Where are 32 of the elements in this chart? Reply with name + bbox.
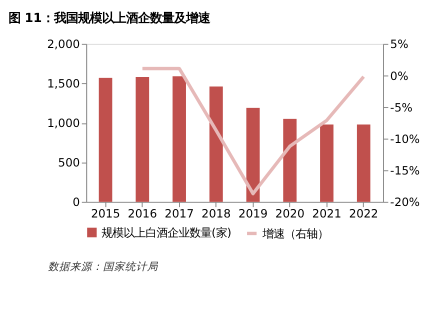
bar bbox=[98, 78, 112, 202]
bar bbox=[320, 124, 334, 202]
y2-tick-label: -20% bbox=[390, 195, 420, 210]
x-tick-label: 2021 bbox=[312, 206, 342, 221]
y2-tick-label: 0% bbox=[390, 68, 408, 83]
bar bbox=[209, 86, 223, 202]
y-tick-label: 2,000 bbox=[47, 37, 80, 52]
bar bbox=[246, 108, 260, 202]
legend-label: 增速（右轴） bbox=[261, 226, 328, 240]
y2-tick-label: 5% bbox=[390, 37, 408, 52]
y2-tick-label: -10% bbox=[390, 132, 420, 146]
x-tick-label: 2019 bbox=[238, 206, 268, 221]
chart-title: 图 11：我国规模以上酒企数量及增速 bbox=[8, 10, 211, 25]
y-tick-label: 500 bbox=[58, 156, 80, 170]
y-tick-label: 1,000 bbox=[47, 116, 80, 130]
y2-tick-label: -5% bbox=[390, 100, 413, 114]
source-note: 数据来源：国家统计局 bbox=[48, 260, 159, 273]
line-series bbox=[140, 66, 366, 196]
x-tick-label: 2022 bbox=[349, 206, 378, 221]
bar bbox=[356, 124, 370, 202]
bar bbox=[172, 76, 186, 202]
x-tick-label: 2016 bbox=[128, 206, 157, 221]
bar bbox=[136, 77, 150, 202]
x-tick-label: 2018 bbox=[202, 206, 231, 221]
x-tick-label: 2015 bbox=[90, 206, 120, 221]
y-tick-label: 0 bbox=[72, 195, 80, 210]
x-tick-label: 2020 bbox=[275, 206, 304, 221]
legend-label: 规模以上白酒企业数量(家) bbox=[101, 225, 232, 240]
y-tick-label: 1,500 bbox=[47, 76, 80, 91]
x-tick-label: 2017 bbox=[164, 206, 194, 221]
bar bbox=[283, 118, 297, 202]
y2-tick-label: -15% bbox=[390, 164, 420, 178]
